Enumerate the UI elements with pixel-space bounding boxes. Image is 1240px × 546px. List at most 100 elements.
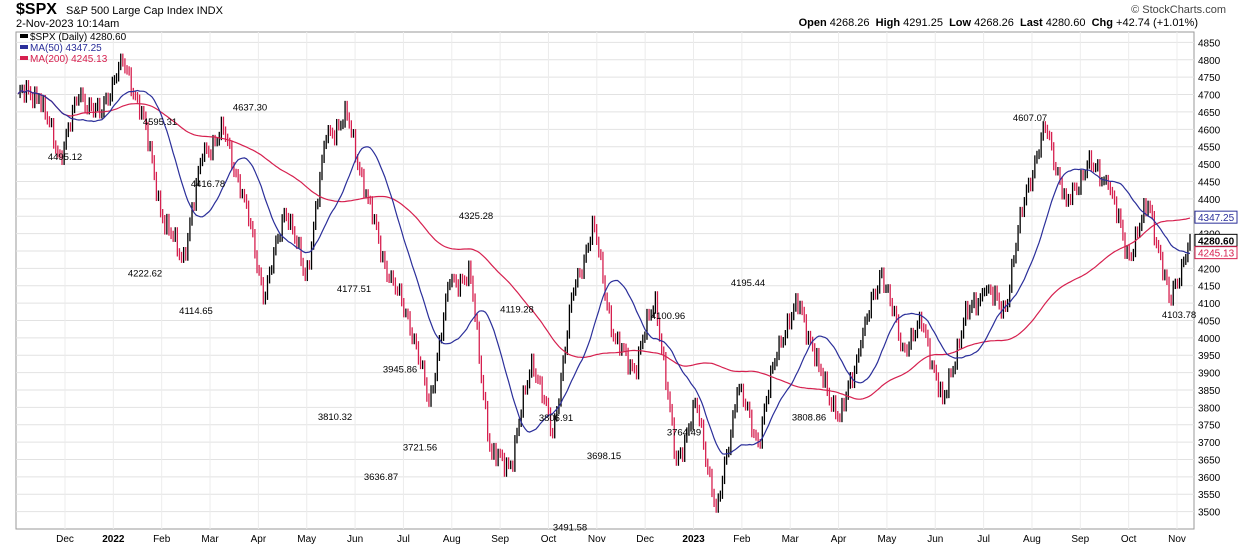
annotation-label: 3698.15 [587, 451, 621, 462]
annotation-label: 3810.32 [318, 412, 352, 423]
x-tick-label: Dec [56, 534, 74, 545]
annotation-label: 3721.56 [403, 443, 437, 454]
y-tick-label: 4600 [1198, 125, 1221, 136]
brand-label[interactable]: © StockCharts.com [1131, 4, 1226, 16]
annotation-label: 4195.44 [731, 278, 765, 289]
x-tick-label: Jun [347, 534, 363, 545]
annotation-label: 4325.28 [459, 211, 493, 222]
legend-label: MA(50) 4347.25 [30, 43, 102, 54]
ticker-description: S&P 500 Large Cap Index INDX [66, 5, 223, 17]
y-tick-label: 4800 [1198, 56, 1221, 67]
y-tick-label: 4500 [1198, 160, 1221, 171]
annotation-label: 3636.87 [364, 472, 398, 483]
x-tick-label: Feb [153, 534, 171, 545]
annotation-label: 3491.58 [553, 523, 587, 534]
legend-swatch [20, 56, 28, 60]
x-tick-label: 2023 [682, 534, 705, 545]
annotation-label: 3808.86 [792, 412, 826, 423]
y-tick-label: 4100 [1198, 299, 1221, 310]
legend-swatch [20, 34, 28, 38]
x-tick-label: Mar [782, 534, 800, 545]
ma200-line [17, 89, 1191, 400]
annotation-label: 4416.78 [191, 179, 225, 190]
x-tick-label: Aug [1023, 534, 1041, 545]
x-tick-label: Apr [251, 534, 267, 545]
x-tick-label: May [877, 534, 896, 545]
chart-header: $SPX S&P 500 Large Cap Index INDX 2-Nov-… [0, 0, 1240, 32]
y-tick-label: 3550 [1198, 490, 1221, 501]
annotation-label: 3945.86 [383, 365, 417, 376]
y-tick-label: 4000 [1198, 334, 1221, 345]
y-tick-label: 3600 [1198, 473, 1221, 484]
x-tick-label: Feb [733, 534, 751, 545]
annotation-label: 4595.31 [143, 117, 177, 128]
quote-summary: Open 4268.26 High 4291.25 Low 4268.26 La… [799, 17, 1198, 29]
annotation-label: 4177.51 [337, 284, 371, 295]
y-tick-label: 4850 [1198, 38, 1221, 49]
y-tick-label: 4050 [1198, 316, 1221, 327]
y-tick-label: 4550 [1198, 143, 1221, 154]
price-tag [1194, 210, 1238, 224]
legend-swatch [20, 45, 28, 49]
x-tick-label: Dec [636, 534, 654, 545]
legend-label: $SPX (Daily) 4280.60 [30, 32, 127, 43]
x-tick-label: Sep [491, 534, 509, 545]
y-tick-label: 4650 [1198, 108, 1221, 119]
y-tick-label: 3650 [1198, 455, 1221, 466]
annotation-label: 4114.65 [179, 306, 213, 317]
chg-value: +42.74 (+1.01%) [1116, 17, 1198, 29]
x-tick-label: Sep [1071, 534, 1089, 545]
low-label: Low [949, 17, 972, 29]
price-tag-label: 4245.13 [1198, 249, 1235, 260]
y-tick-label: 3900 [1198, 369, 1221, 380]
x-tick-label: Nov [588, 534, 606, 545]
annotation-label: 4607.07 [1013, 113, 1047, 124]
x-tick-label: 2022 [102, 534, 125, 545]
annotation-label: 4103.78 [1162, 310, 1196, 321]
annotation-label: 4100.96 [651, 311, 685, 322]
y-tick-label: 4150 [1198, 282, 1221, 293]
y-tick-label: 3950 [1198, 351, 1221, 362]
open-label: Open [798, 17, 827, 29]
y-tick-label: 4400 [1198, 195, 1221, 206]
annotation-label: 3764.49 [667, 428, 701, 439]
annotation-label: 3806.91 [539, 413, 573, 424]
x-tick-label: Mar [201, 534, 219, 545]
annotation-label: 4222.62 [128, 268, 162, 279]
ma50-line [17, 89, 1191, 455]
legend-label: MA(200) 4245.13 [30, 54, 108, 65]
y-tick-label: 3800 [1198, 403, 1221, 414]
price-tag-label: 4280.60 [1198, 236, 1235, 247]
last-label: Last [1020, 17, 1043, 29]
ticker-symbol: $SPX [16, 1, 57, 18]
annotation-label: 4119.28 [500, 304, 534, 315]
open-value: 4268.26 [829, 17, 870, 29]
price-tag [1194, 246, 1238, 260]
x-tick-label: Nov [1168, 534, 1186, 545]
y-tick-label: 4750 [1198, 73, 1221, 84]
chart-datetime: 2-Nov-2023 10:14am [16, 18, 120, 30]
low-value: 4268.26 [974, 17, 1014, 29]
x-tick-label: Oct [1121, 534, 1137, 545]
y-tick-label: 3850 [1198, 386, 1221, 397]
x-tick-label: Oct [541, 534, 557, 545]
annotation-label: 4637.30 [233, 102, 267, 113]
x-tick-label: Aug [443, 534, 461, 545]
x-tick-label: Jul [977, 534, 990, 545]
price-tag-label: 4347.25 [1198, 213, 1235, 224]
y-tick-label: 3700 [1198, 438, 1221, 449]
last-value: 4280.60 [1045, 17, 1086, 29]
high-label: High [875, 17, 901, 29]
x-tick-label: Jun [927, 534, 943, 545]
y-tick-label: 4450 [1198, 177, 1221, 188]
x-tick-label: Jul [397, 534, 410, 545]
y-tick-label: 3500 [1198, 508, 1221, 519]
x-tick-label: May [297, 534, 316, 545]
y-tick-label: 3750 [1198, 421, 1221, 432]
y-tick-label: 4200 [1198, 264, 1221, 275]
y-tick-label: 4700 [1198, 91, 1221, 102]
chg-label: Chg [1091, 17, 1113, 29]
annotation-label: 4495.12 [48, 152, 82, 163]
x-tick-label: Apr [831, 534, 847, 545]
